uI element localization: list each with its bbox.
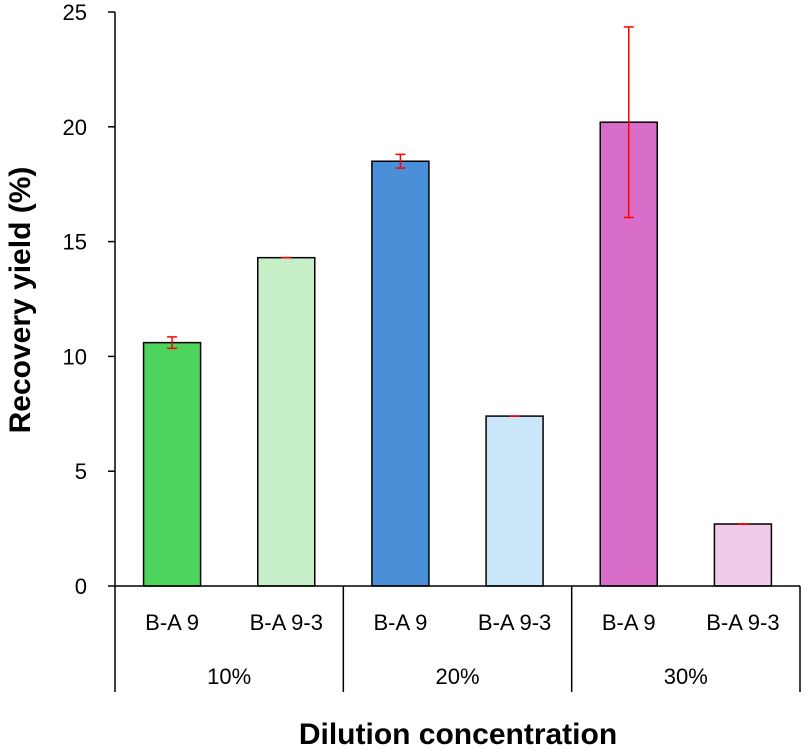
bars-layer [142, 121, 773, 587]
category-label: B-A 9 [145, 610, 199, 635]
error-bar [623, 26, 634, 219]
y-tick-label: 20 [63, 115, 87, 140]
y-axis-title: Recovery yield (%) [4, 167, 37, 434]
group-label: 10% [207, 664, 251, 689]
bar-30pct-2 [713, 523, 773, 587]
category-label: B-A 9 [374, 610, 428, 635]
y-tick-label: 15 [63, 230, 87, 255]
y-axis: 0 5 10 15 20 25 [63, 0, 116, 599]
y-tick-label: 10 [63, 344, 87, 369]
category-label: B-A 9-3 [250, 610, 323, 635]
category-label: B-A 9 [602, 610, 656, 635]
category-label: B-A 9-3 [706, 610, 779, 635]
x-axis: B-A 9 B-A 9-3 10% B-A 9 B-A 9-3 20% B-A 9 B-A 9… [114, 585, 801, 692]
category-label: B-A 9-3 [478, 610, 551, 635]
bar-20pct-1 [371, 160, 430, 587]
x-axis-title: Dilution concentration [299, 718, 617, 750]
error-bar [167, 336, 178, 350]
group-label: 20% [435, 664, 479, 689]
bar-10pct-2 [257, 256, 316, 587]
bar-20pct-2 [485, 415, 544, 587]
y-tick-label: 5 [75, 459, 87, 484]
error-bars-layer [167, 26, 748, 525]
y-tick-label: 0 [75, 574, 87, 599]
y-tick-label: 25 [63, 0, 87, 25]
group-label: 30% [664, 664, 708, 689]
error-bar [395, 153, 406, 169]
bar-10pct-1 [142, 341, 202, 587]
